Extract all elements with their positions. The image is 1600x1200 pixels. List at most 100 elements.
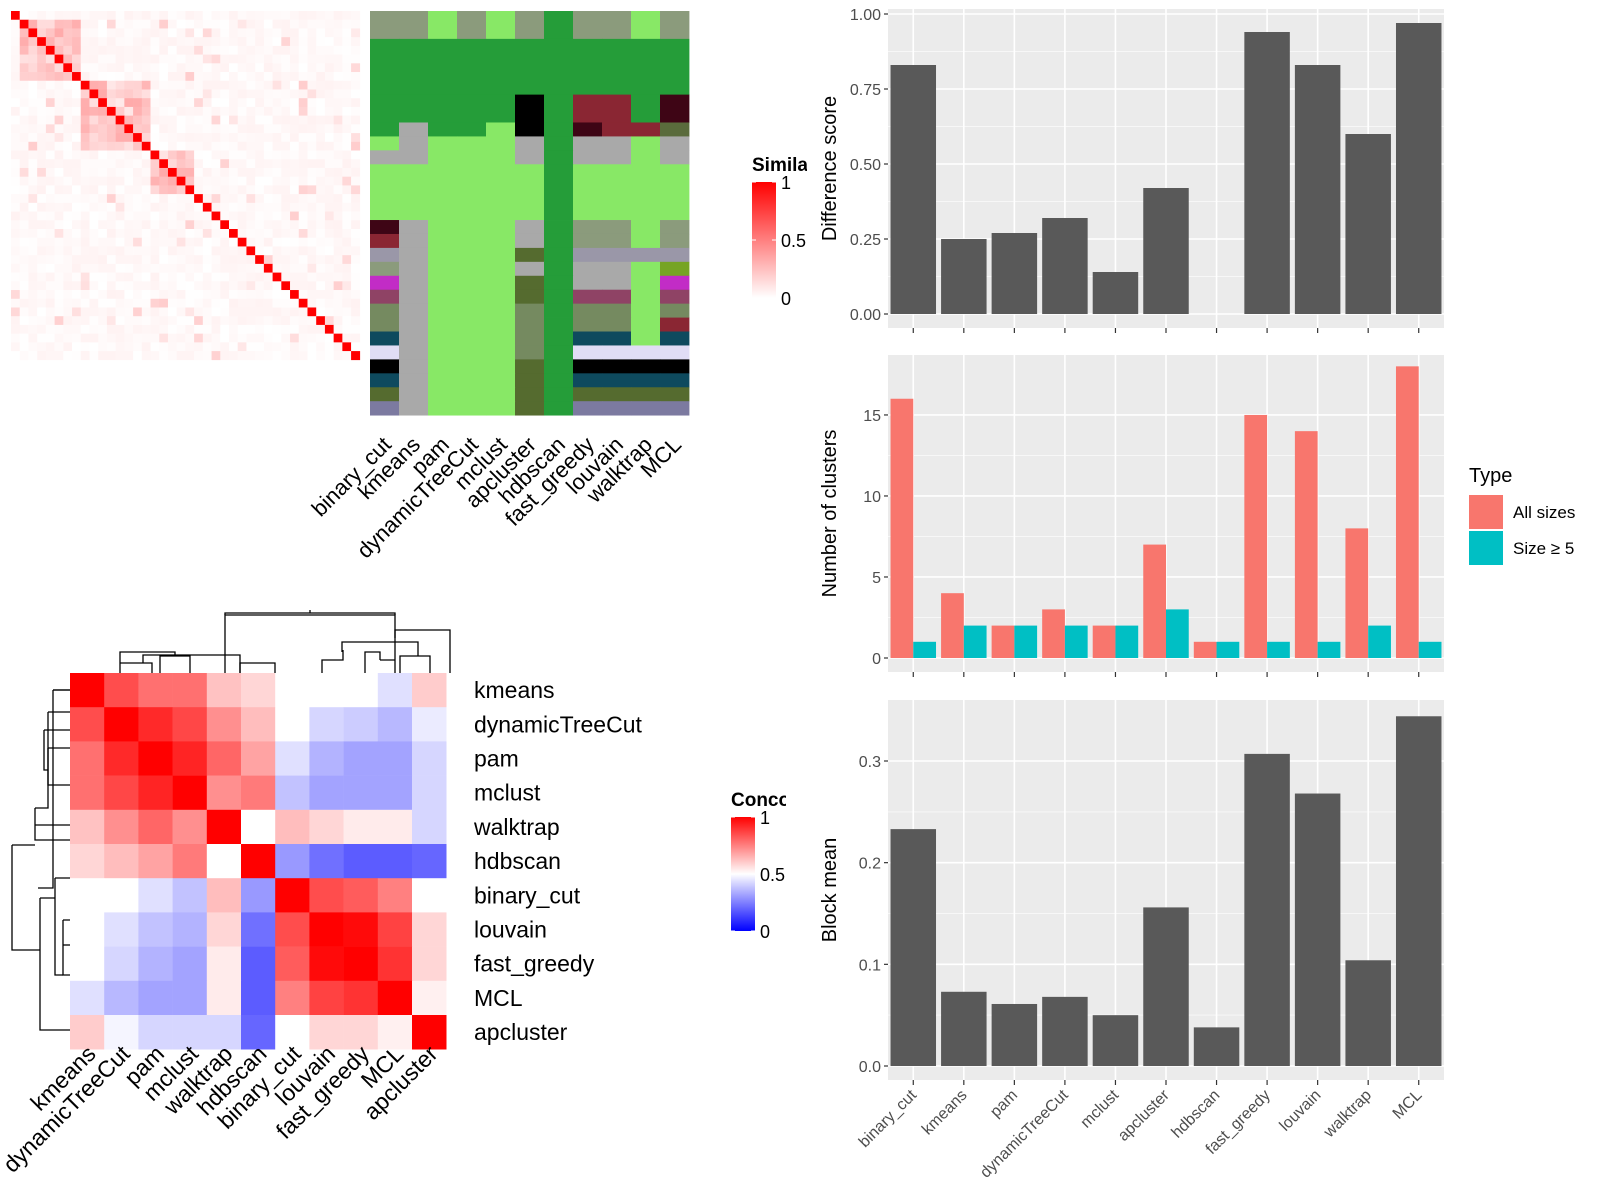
similarity-cell	[255, 281, 265, 291]
similarity-cell	[342, 342, 352, 352]
similarity-cell	[98, 167, 108, 177]
similarity-cell	[141, 333, 151, 343]
bar	[1294, 65, 1341, 314]
concordance-cell	[377, 946, 413, 982]
membership-cell	[399, 275, 429, 291]
similarity-cell	[246, 19, 256, 29]
membership-cell	[457, 11, 487, 40]
similarity-cell	[167, 290, 177, 300]
similarity-cell	[281, 316, 291, 326]
similarity-cell	[106, 141, 116, 151]
similarity-cell	[237, 106, 247, 116]
membership-cell	[660, 136, 690, 151]
similarity-cell	[220, 167, 230, 177]
similarity-cell	[150, 54, 160, 64]
membership-cell	[631, 11, 661, 40]
similarity-cell	[237, 98, 247, 108]
y-tick-label: 0.50	[850, 157, 881, 174]
similarity-cell	[150, 194, 160, 204]
similarity-cell	[176, 63, 186, 73]
similarity-cell	[333, 54, 343, 64]
similarity-cell	[307, 220, 317, 230]
similarity-cell	[159, 124, 169, 134]
membership-cell	[544, 373, 574, 388]
membership-cell	[370, 136, 400, 151]
membership-cell	[660, 331, 690, 346]
similarity-cell	[263, 150, 273, 160]
membership-cell	[515, 387, 545, 402]
similarity-cell	[106, 351, 116, 361]
concordance-cell	[206, 741, 242, 776]
similarity-cell	[263, 290, 273, 300]
membership-cell	[428, 38, 458, 96]
similarity-cell	[150, 63, 160, 73]
similarity-cell	[263, 133, 273, 143]
similarity-cell	[98, 255, 108, 265]
concordance-cell	[377, 673, 413, 708]
similarity-cell	[11, 19, 21, 29]
concordance-cell	[70, 980, 105, 1016]
membership-cell	[370, 164, 400, 221]
similarity-cell	[19, 202, 29, 212]
similarity-cell	[185, 37, 195, 47]
concordance-cell	[241, 775, 276, 811]
similarity-cell	[72, 176, 82, 186]
membership-cell	[486, 136, 516, 151]
similarity-cell	[133, 89, 143, 99]
similarity-cell	[72, 220, 82, 230]
similarity-cell	[281, 37, 291, 47]
membership-cell	[457, 136, 487, 151]
similarity-cell	[324, 342, 334, 352]
similarity-cell	[281, 72, 291, 82]
membership-cell	[486, 11, 516, 40]
similarity-cell	[272, 220, 282, 230]
similarity-cell	[290, 115, 300, 125]
similarity-cell	[141, 351, 151, 361]
similarity-cell	[150, 159, 160, 169]
membership-cell	[602, 150, 632, 165]
similarity-cell	[316, 194, 326, 204]
similarity-cell	[63, 98, 73, 108]
similarity-cell	[89, 255, 99, 265]
similarity-cell	[115, 351, 125, 361]
similarity-cell	[211, 298, 221, 308]
similarity-cell	[150, 263, 160, 273]
similarity-cell	[229, 106, 239, 116]
similarity-cell	[229, 342, 239, 352]
similarity-cell	[28, 351, 38, 361]
similarity-cell	[263, 54, 273, 64]
similarity-cell	[176, 72, 186, 82]
membership-cell	[486, 331, 516, 346]
concordance-cell	[241, 673, 276, 708]
similarity-cell	[255, 19, 265, 29]
x-tick-label: binary_cut	[856, 1086, 921, 1151]
similarity-cell	[54, 237, 64, 247]
bar	[1042, 218, 1088, 314]
similarity-cell	[229, 194, 239, 204]
membership-cell	[486, 150, 516, 165]
dendrogram-branch	[119, 662, 153, 673]
similarity-cell	[80, 72, 90, 82]
similarity-cell	[54, 324, 64, 334]
similarity-cell	[72, 98, 82, 108]
similarity-cell	[124, 194, 134, 204]
similarity-cell	[167, 54, 177, 64]
similarity-cell	[263, 141, 273, 151]
similarity-cell	[45, 324, 55, 334]
membership-cell	[602, 11, 632, 40]
similarity-cell	[237, 63, 247, 73]
similarity-cell	[202, 72, 212, 82]
similarity-cell	[298, 229, 308, 239]
similarity-cell	[229, 124, 239, 134]
similarity-cell	[220, 316, 230, 326]
similarity-cell	[263, 237, 273, 247]
similarity-cell	[19, 229, 29, 239]
membership-cell	[515, 401, 545, 416]
similarity-cell	[45, 124, 55, 134]
similarity-cell	[37, 63, 47, 73]
similarity-cell	[246, 290, 256, 300]
similarity-cell	[63, 246, 73, 256]
similarity-cell	[176, 185, 186, 195]
similarity-cell	[255, 202, 265, 212]
membership-cell	[573, 345, 603, 360]
